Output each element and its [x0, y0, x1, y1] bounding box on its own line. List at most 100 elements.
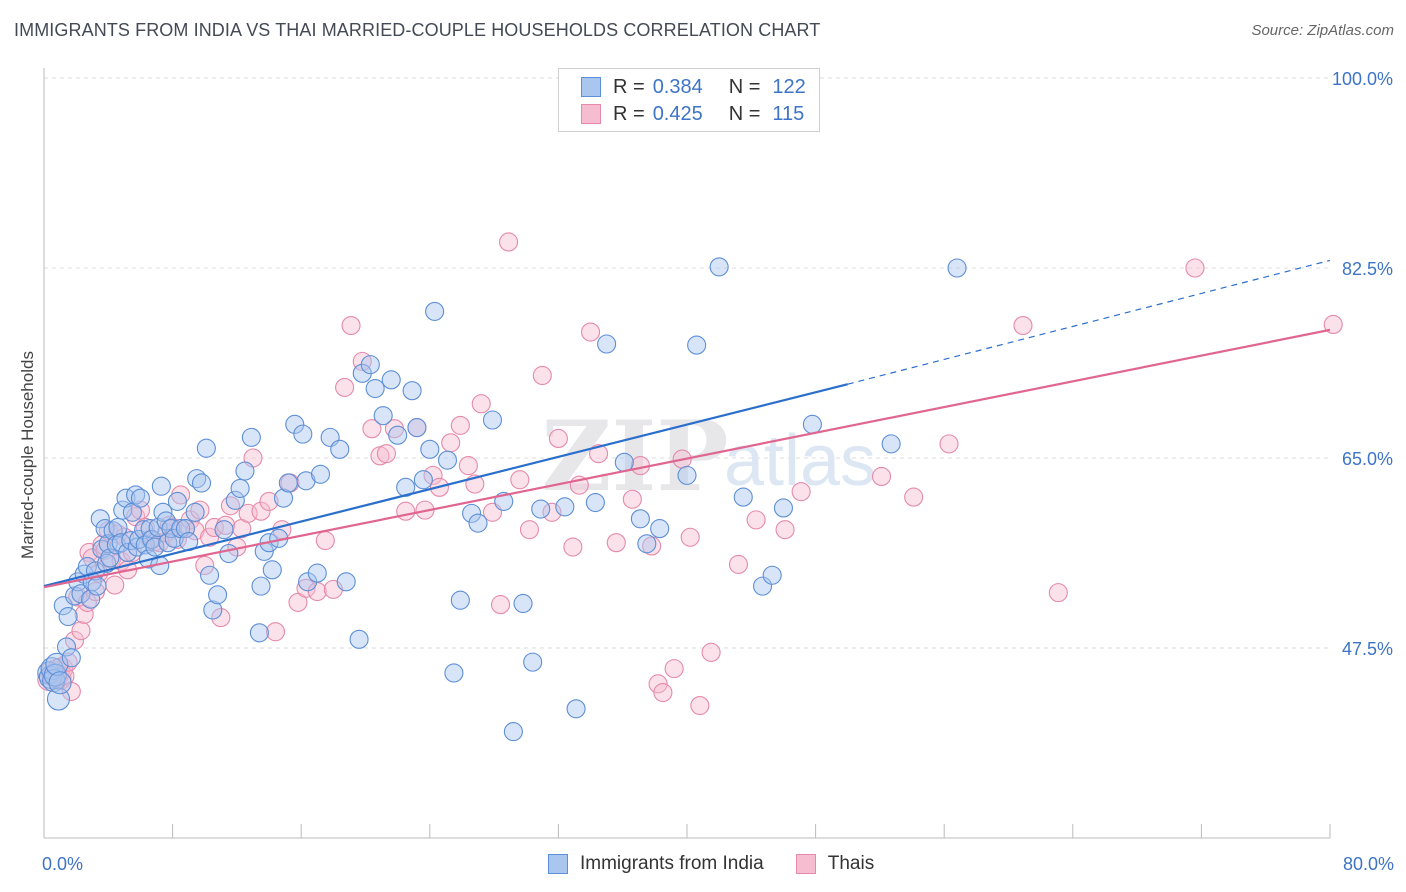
india-point	[336, 572, 356, 592]
india-point	[503, 722, 523, 742]
thai-point	[265, 622, 286, 642]
thai-points	[37, 232, 1343, 716]
india-point	[462, 503, 482, 523]
india-point	[402, 381, 422, 401]
thai-point	[195, 555, 215, 576]
thai-point	[690, 695, 710, 716]
india-point	[278, 473, 298, 493]
india-point	[425, 301, 445, 321]
india-point	[677, 465, 697, 485]
india-point	[219, 543, 239, 564]
india-point	[61, 648, 81, 668]
india-points	[37, 257, 967, 742]
india-trend-line	[43, 383, 849, 588]
india-point	[225, 490, 245, 510]
india-point	[566, 699, 586, 719]
india-point	[48, 671, 72, 695]
india-point	[450, 590, 470, 610]
thai-point	[1013, 315, 1033, 336]
india-point	[413, 470, 433, 490]
india-point	[597, 334, 617, 354]
legend-item-india[interactable]: Immigrants from India	[548, 853, 764, 875]
india-point	[108, 517, 128, 538]
india-point	[113, 500, 133, 520]
thai-point	[510, 470, 530, 490]
india-point	[407, 418, 427, 438]
thai-point	[71, 621, 91, 641]
trend-lines	[43, 259, 1331, 589]
y-tick-label: 65.0%	[1342, 449, 1393, 469]
thai-point	[251, 501, 271, 521]
india-point	[214, 520, 234, 540]
legend-row-india: R = 0.384 N = 122	[581, 75, 806, 99]
india-point	[142, 529, 162, 549]
n-label: N =	[728, 75, 761, 98]
thai-point	[1185, 258, 1205, 278]
thai-trend-line	[43, 328, 1331, 589]
thai-point	[871, 466, 892, 487]
axes	[43, 68, 1331, 839]
india-point	[235, 461, 255, 481]
india-point	[482, 410, 503, 430]
thai-point	[490, 595, 511, 615]
india-point	[360, 355, 380, 375]
r-label: R =	[613, 75, 645, 98]
thai-point	[746, 510, 766, 530]
x-tick-label: 0.0%	[42, 854, 83, 874]
thai-point	[606, 533, 626, 553]
india-point	[97, 553, 117, 573]
india-point	[388, 425, 408, 445]
thai-point	[532, 365, 552, 386]
india-point	[709, 257, 729, 277]
thai-point	[190, 500, 210, 520]
india-swatch	[581, 77, 601, 97]
india-point	[262, 560, 282, 580]
india-point	[251, 576, 271, 596]
india-point	[523, 652, 543, 672]
india-point	[87, 576, 107, 596]
thai-point	[450, 415, 470, 435]
series-legend: Immigrants from India Thais	[548, 850, 906, 878]
thai-point	[211, 608, 231, 628]
india-point	[753, 576, 773, 596]
thai-point	[904, 487, 924, 507]
india-point	[241, 427, 261, 447]
legend-item-thai[interactable]: Thais	[795, 853, 874, 875]
thai-point	[396, 501, 416, 521]
india-point	[130, 488, 150, 508]
thai-point	[259, 491, 279, 511]
india-point	[365, 378, 385, 399]
india-point	[249, 623, 269, 643]
india-point	[56, 637, 77, 657]
thai-point	[580, 322, 601, 342]
india-point	[310, 464, 331, 484]
thai-point	[1323, 314, 1343, 335]
thai-point	[701, 642, 721, 662]
india-point	[531, 499, 551, 519]
thai-point	[653, 682, 673, 703]
india-trend-extension	[847, 259, 1331, 385]
thai-point	[341, 315, 361, 336]
india-point	[134, 520, 154, 540]
thai-point	[589, 444, 609, 464]
x-tick-label: 80.0%	[1343, 854, 1394, 874]
thai-point	[1048, 583, 1068, 603]
y-tick-label: 47.5%	[1342, 639, 1393, 659]
grid-lines	[44, 77, 1330, 649]
thai-point	[775, 520, 795, 540]
source-label: Source: ZipAtlas.com	[1251, 22, 1394, 39]
india-point	[118, 542, 138, 563]
india-point	[285, 414, 305, 434]
india-point	[185, 502, 205, 522]
india-point	[373, 406, 393, 426]
thai-point	[939, 434, 959, 454]
india-point	[614, 452, 634, 472]
india-point	[630, 509, 650, 529]
r-label: R =	[613, 102, 645, 125]
thai-point	[362, 419, 382, 439]
legend-row-thai: R = 0.425 N = 115	[581, 102, 804, 126]
india-point	[273, 488, 294, 508]
india-point	[381, 370, 401, 390]
tick-labels: 47.5% 65.0% 82.5% 100.0% 0.0% 80.0%	[42, 69, 1394, 874]
